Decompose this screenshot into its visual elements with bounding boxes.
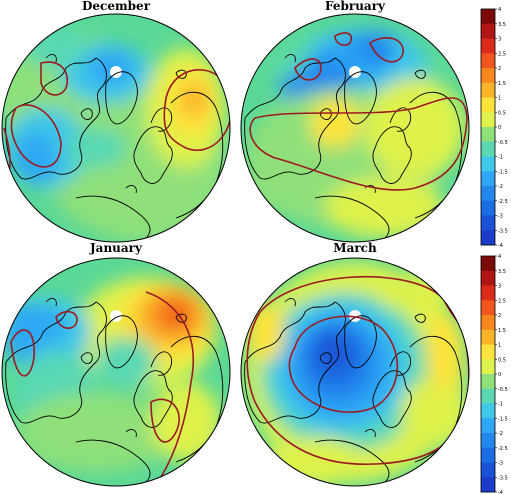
- colorbar-tick-label: -4: [498, 243, 503, 249]
- colorbar-bin: [481, 447, 495, 463]
- panel-title-january: January: [89, 241, 143, 255]
- panel-title-february: February: [325, 0, 386, 13]
- colorbar-bin: [481, 23, 495, 39]
- map-panel-february: February: [240, 0, 470, 243]
- colorbar-tick-label: 1.5: [498, 328, 506, 334]
- colorbar-tick-label: -1: [498, 155, 503, 161]
- colorbar-tick-label: 0: [498, 125, 501, 131]
- colorbar-bin: [481, 200, 495, 216]
- colorbar-tick-label: 3.5: [498, 22, 506, 28]
- colorbar-tick-label: 2.5: [498, 298, 506, 304]
- colorbar-bin: [481, 433, 495, 449]
- colorbar-tick-label: 1.5: [498, 81, 506, 87]
- globe-outline: [1, 13, 231, 243]
- coastlines: [244, 54, 463, 239]
- significance-contours: [249, 32, 468, 191]
- colorbar-tick-label: -3.5: [498, 228, 508, 234]
- colorbar-bin: [481, 374, 495, 390]
- coastlines: [5, 298, 224, 483]
- colorbar-bin: [481, 315, 495, 331]
- colorbar-tick-label: -2.5: [498, 446, 508, 452]
- colorbar-tick-label: -2.5: [498, 199, 508, 205]
- colorbar-tick-label: 1: [498, 96, 501, 102]
- colorbar-bin: [481, 462, 495, 478]
- colorbar-tick-label: -4: [498, 490, 503, 495]
- colorbar-bin: [481, 230, 495, 246]
- colorbar-bin: [481, 82, 495, 98]
- anomaly-field: [245, 262, 469, 486]
- panel-title-december: December: [82, 0, 151, 13]
- anomaly-field: [245, 28, 465, 238]
- colorbar-bin: [481, 329, 495, 345]
- colorbar-tick-label: 0: [498, 372, 501, 378]
- panel-title-march: March: [333, 241, 377, 255]
- colorbar-bin: [481, 127, 495, 143]
- colorbar-bin: [481, 38, 495, 54]
- colorbar-bin: [481, 477, 495, 493]
- map-panel-december: December: [1, 0, 231, 243]
- colorbar-tick-label: -3: [498, 214, 503, 220]
- colorbar-bin: [481, 256, 495, 272]
- colorbar-tick-label: -2: [498, 184, 503, 190]
- significance-contours: [10, 291, 195, 478]
- anomaly-field: [2, 277, 221, 472]
- colorbar-bin: [481, 68, 495, 84]
- colorbar-tick-label: -0.5: [498, 387, 508, 393]
- map-panel-january: January: [1, 241, 231, 487]
- globe-outline: [240, 13, 470, 243]
- colorbar-tick-label: -3.5: [498, 475, 508, 481]
- colorbar-bin: [481, 270, 495, 286]
- colorbar-bin: [481, 388, 495, 404]
- globe-outline: [240, 257, 470, 487]
- colorbar-tick-label: -1.5: [498, 169, 508, 175]
- colorbar-bin: [481, 359, 495, 375]
- colorbar-tick-label: 4: [498, 254, 501, 260]
- colorbar-tick-label: -3: [498, 461, 503, 467]
- colorbar-tick-label: 0.5: [498, 357, 506, 363]
- colorbar-bin: [481, 344, 495, 360]
- colorbar-tick-label: 3: [498, 37, 501, 43]
- colorbar-tick-label: -1.5: [498, 416, 508, 422]
- colorbar-tick-label: 4: [498, 7, 501, 13]
- colorbar-tick-label: -0.5: [498, 140, 508, 146]
- colorbar-tick-label: 2.5: [498, 51, 506, 57]
- colorbar-bin: [481, 141, 495, 157]
- colorbar-bin: [481, 97, 495, 113]
- colorbar-bin: [481, 112, 495, 128]
- colorbar-bin: [481, 171, 495, 187]
- colorbar-tick-label: -2: [498, 431, 503, 437]
- colorbar-bin: [481, 9, 495, 25]
- colorbar-bin: [481, 285, 495, 301]
- colorbar-tick-label: 2: [498, 313, 501, 319]
- colorbar-bin: [481, 403, 495, 419]
- map-panel-march: March: [240, 241, 470, 487]
- colorbar-bin: [481, 53, 495, 69]
- colorbar-bin: [481, 418, 495, 434]
- colorbar-tick-label: 0.5: [498, 110, 506, 116]
- colorbar-bottom: 4 3.5 3 2.5 2 1.5 1 0.5 0 -0.5 -1 -1.5 -2 -2.5 -3 -3.5 -…: [480, 254, 508, 495]
- colorbar-bin: [481, 300, 495, 316]
- globe-outline: [1, 257, 231, 487]
- colorbar-tick-label: -1: [498, 402, 503, 408]
- colorbar-tick-label: 2: [498, 66, 501, 72]
- colorbar-tick-label: 1: [498, 343, 501, 349]
- colorbar-top: 4 3.5 3 2.5 2 1.5 1 0.5 0 -0.5 -1 -1.5 -2 -2.5 -3 -3.5 -…: [480, 7, 508, 249]
- colorbar-bin: [481, 215, 495, 231]
- colorbar-bin: [481, 186, 495, 202]
- colorbar-bin: [481, 156, 495, 172]
- coastlines: [5, 54, 224, 239]
- colorbar-tick-label: 3: [498, 284, 501, 290]
- colorbar-tick-label: 3.5: [498, 269, 506, 275]
